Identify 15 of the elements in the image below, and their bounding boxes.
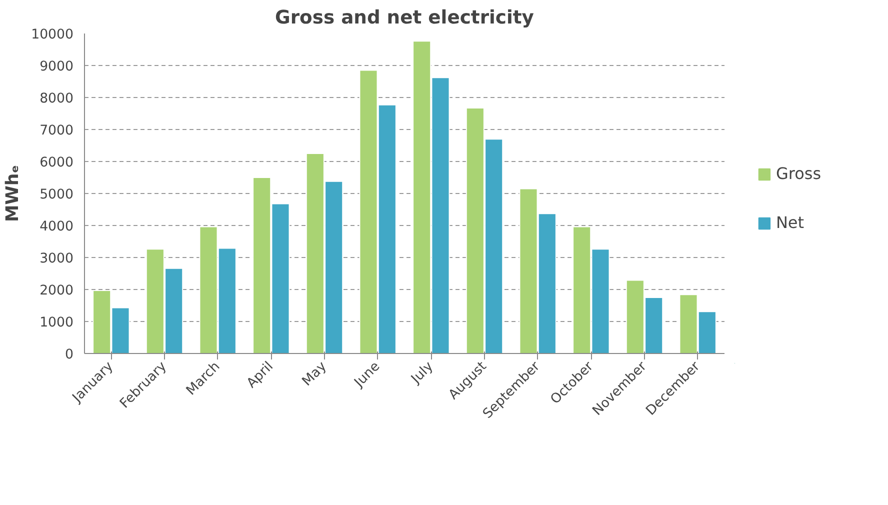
y-tick-label: 6000 [40, 156, 74, 170]
y-tick-label: 5000 [40, 188, 74, 202]
y-tick-label: 2000 [40, 284, 74, 298]
y-tick-label: 3000 [40, 252, 74, 266]
y-tick-label: 4000 [40, 220, 74, 234]
y-tick-label: 0 [65, 348, 74, 362]
y-axis-title: MWhₑ [3, 164, 24, 222]
y-tick-label: 9000 [40, 60, 74, 74]
chart-title: Gross and net electricity [275, 8, 534, 28]
y-tick-label: 8000 [40, 92, 74, 106]
legend-label: Gross [776, 164, 822, 183]
y-tick-label: 10000 [31, 28, 74, 42]
legend-label: Net [776, 213, 804, 232]
y-tick-label: 7000 [40, 124, 74, 138]
y-tick-label: 1000 [40, 316, 74, 330]
